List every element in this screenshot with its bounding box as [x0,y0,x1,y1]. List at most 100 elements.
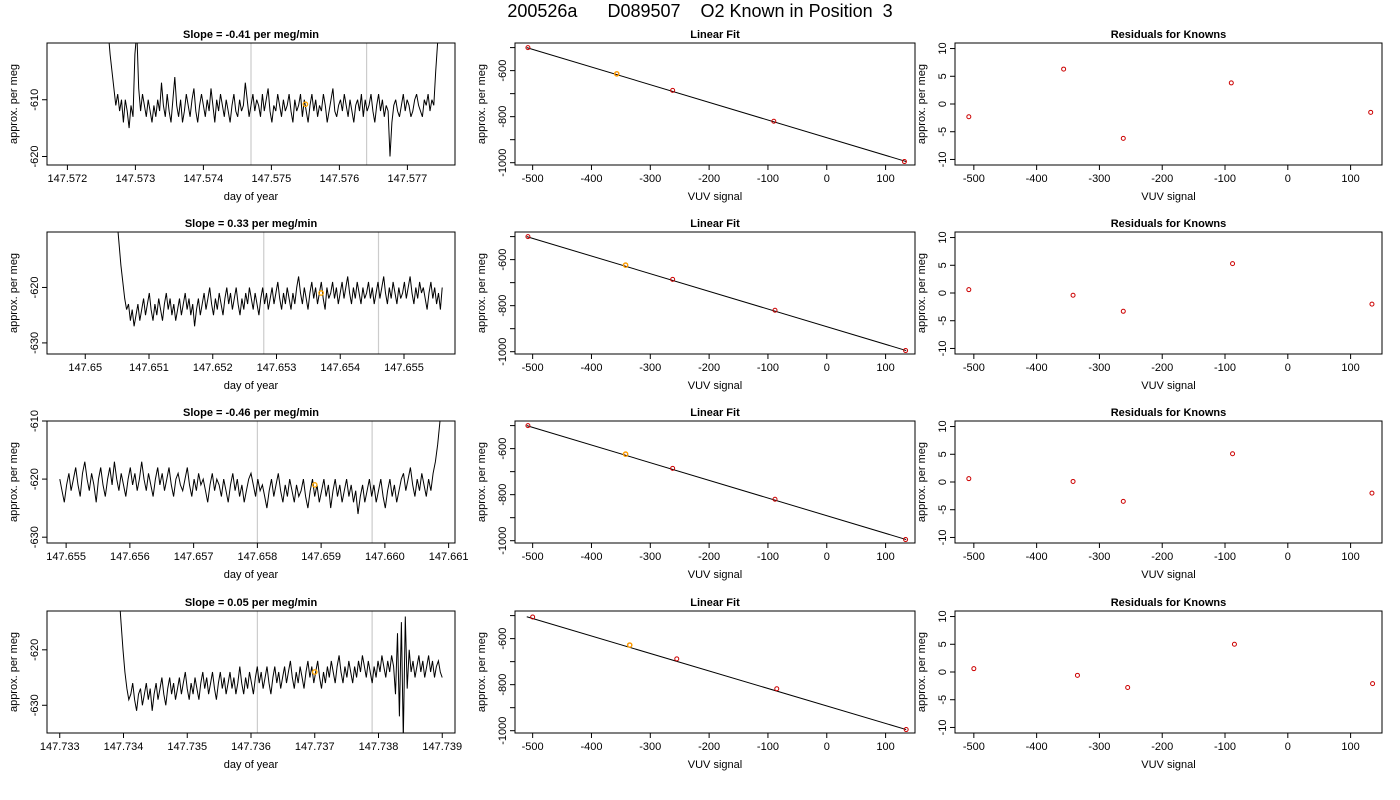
y-tick-label: -1000 [497,338,509,366]
y-tick-label: -620 [29,145,41,167]
x-axis-label: VUV signal [688,569,742,581]
data-point [1369,301,1375,307]
y-tick-label: -10 [937,530,949,546]
plot-frame [514,42,916,166]
y-axis-label: approx. per meg [476,632,488,712]
y-axis-label: approx. per meg [476,64,488,144]
highlight-point [622,262,629,268]
data-point [1120,498,1126,504]
x-tick-label: 0 [824,741,830,753]
y-tick-label: -1000 [497,527,509,555]
highlight-point [626,642,633,648]
x-tick-label: 147.65 [68,362,102,374]
x-tick-label: -500 [522,362,544,374]
x-tick-label: -300 [639,741,661,753]
panel-title: Slope = 0.33 per meg/min [185,218,318,230]
x-tick-label: 147.659 [301,551,341,563]
highlight-point [311,482,318,488]
x-tick-label: 0 [824,362,830,374]
data-point [670,87,676,93]
panel-r1-c1: Slope = -0.41 per meg/min 147.572 147.573 1… [8,29,456,203]
plot-frame [46,420,456,544]
y-tick-label: -610 [29,89,41,111]
y-tick-label: 5 [937,451,949,457]
data-point [1231,641,1237,647]
data-point [1070,478,1076,484]
x-tick-label: 100 [876,551,894,563]
x-tick-label: -300 [1088,362,1110,374]
x-tick-label: 147.660 [365,551,405,563]
x-tick-label: -100 [1214,551,1236,563]
plot-frame [46,42,456,166]
data-point [966,287,972,293]
y-tick-label: 5 [937,641,949,647]
x-tick-label: -300 [1088,173,1110,185]
x-tick-label: -100 [1214,741,1236,753]
y-tick-label: -600 [497,438,509,460]
y-tick-label: 5 [937,73,949,79]
x-tick-label: -300 [1088,741,1110,753]
y-tick-label: 10 [937,231,949,243]
plot-frame [514,231,916,355]
series-line [119,611,443,733]
x-tick-label: -400 [1026,551,1048,563]
data-point [1370,681,1376,687]
x-tick-label: -300 [1088,551,1110,563]
data-point [670,465,676,471]
x-tick-label: 0 [1285,741,1291,753]
x-tick-label: -100 [757,551,779,563]
x-tick-label: 147.657 [174,551,214,563]
x-tick-label: -200 [698,362,720,374]
x-tick-label: 0 [824,551,830,563]
x-tick-label: 147.661 [429,551,469,563]
data-point [530,614,536,620]
plot-area [119,611,443,733]
y-tick-label: -630 [29,694,41,716]
data-point [525,234,531,240]
data-point [774,686,780,692]
y-tick-label: -800 [497,674,509,696]
x-tick-label: -400 [1026,741,1048,753]
data-point [1230,261,1236,267]
panel-r4-c3: Residuals for Knowns-500 -400 -300 -200 -100… [916,597,1383,771]
panel-title: Slope = -0.46 per meg/min [183,407,319,419]
x-tick-label: -500 [522,551,544,563]
panel-title: Residuals for Knowns [1111,597,1227,609]
highlight-point [613,70,620,77]
data-point [971,666,977,672]
y-axis-label: approx. per meg [916,442,928,522]
x-tick-label: -100 [1214,362,1236,374]
x-tick-label: -100 [757,362,779,374]
x-axis-label: VUV signal [688,759,742,771]
x-tick-label: -500 [522,741,544,753]
y-tick-label: 0 [937,290,949,296]
y-tick-label: -800 [497,295,509,317]
x-axis-label: VUV signal [1141,759,1195,771]
panel-title: Residuals for Knowns [1111,407,1227,419]
y-tick-label: -620 [29,639,41,661]
data-point [903,348,909,354]
x-tick-label: -400 [580,362,602,374]
x-axis-label: day of year [224,759,279,771]
data-point [525,423,531,429]
panel-r3-c3: Residuals for Knowns-500 -400 -300 -200 -100… [916,407,1383,581]
plot-area [108,43,439,157]
data-point [1061,66,1067,72]
highlight-point [302,101,309,108]
plot-area [526,614,909,733]
y-tick-label: -5 [937,127,949,137]
data-point [674,656,680,662]
panel-title: Linear Fit [690,597,740,609]
y-tick-label: -10 [937,341,949,357]
x-tick-label: 147.739 [422,741,462,753]
x-tick-label: -200 [1151,362,1173,374]
y-axis-label: approx. per meg [8,442,20,522]
x-axis-label: day of year [224,380,279,392]
y-tick-label: -630 [29,526,41,548]
x-tick-label: -400 [580,551,602,563]
x-tick-label: -100 [757,741,779,753]
x-tick-label: -300 [639,173,661,185]
x-tick-label: 100 [1341,551,1359,563]
panel-title: Slope = 0.05 per meg/min [185,597,318,609]
fit-line [526,236,907,352]
